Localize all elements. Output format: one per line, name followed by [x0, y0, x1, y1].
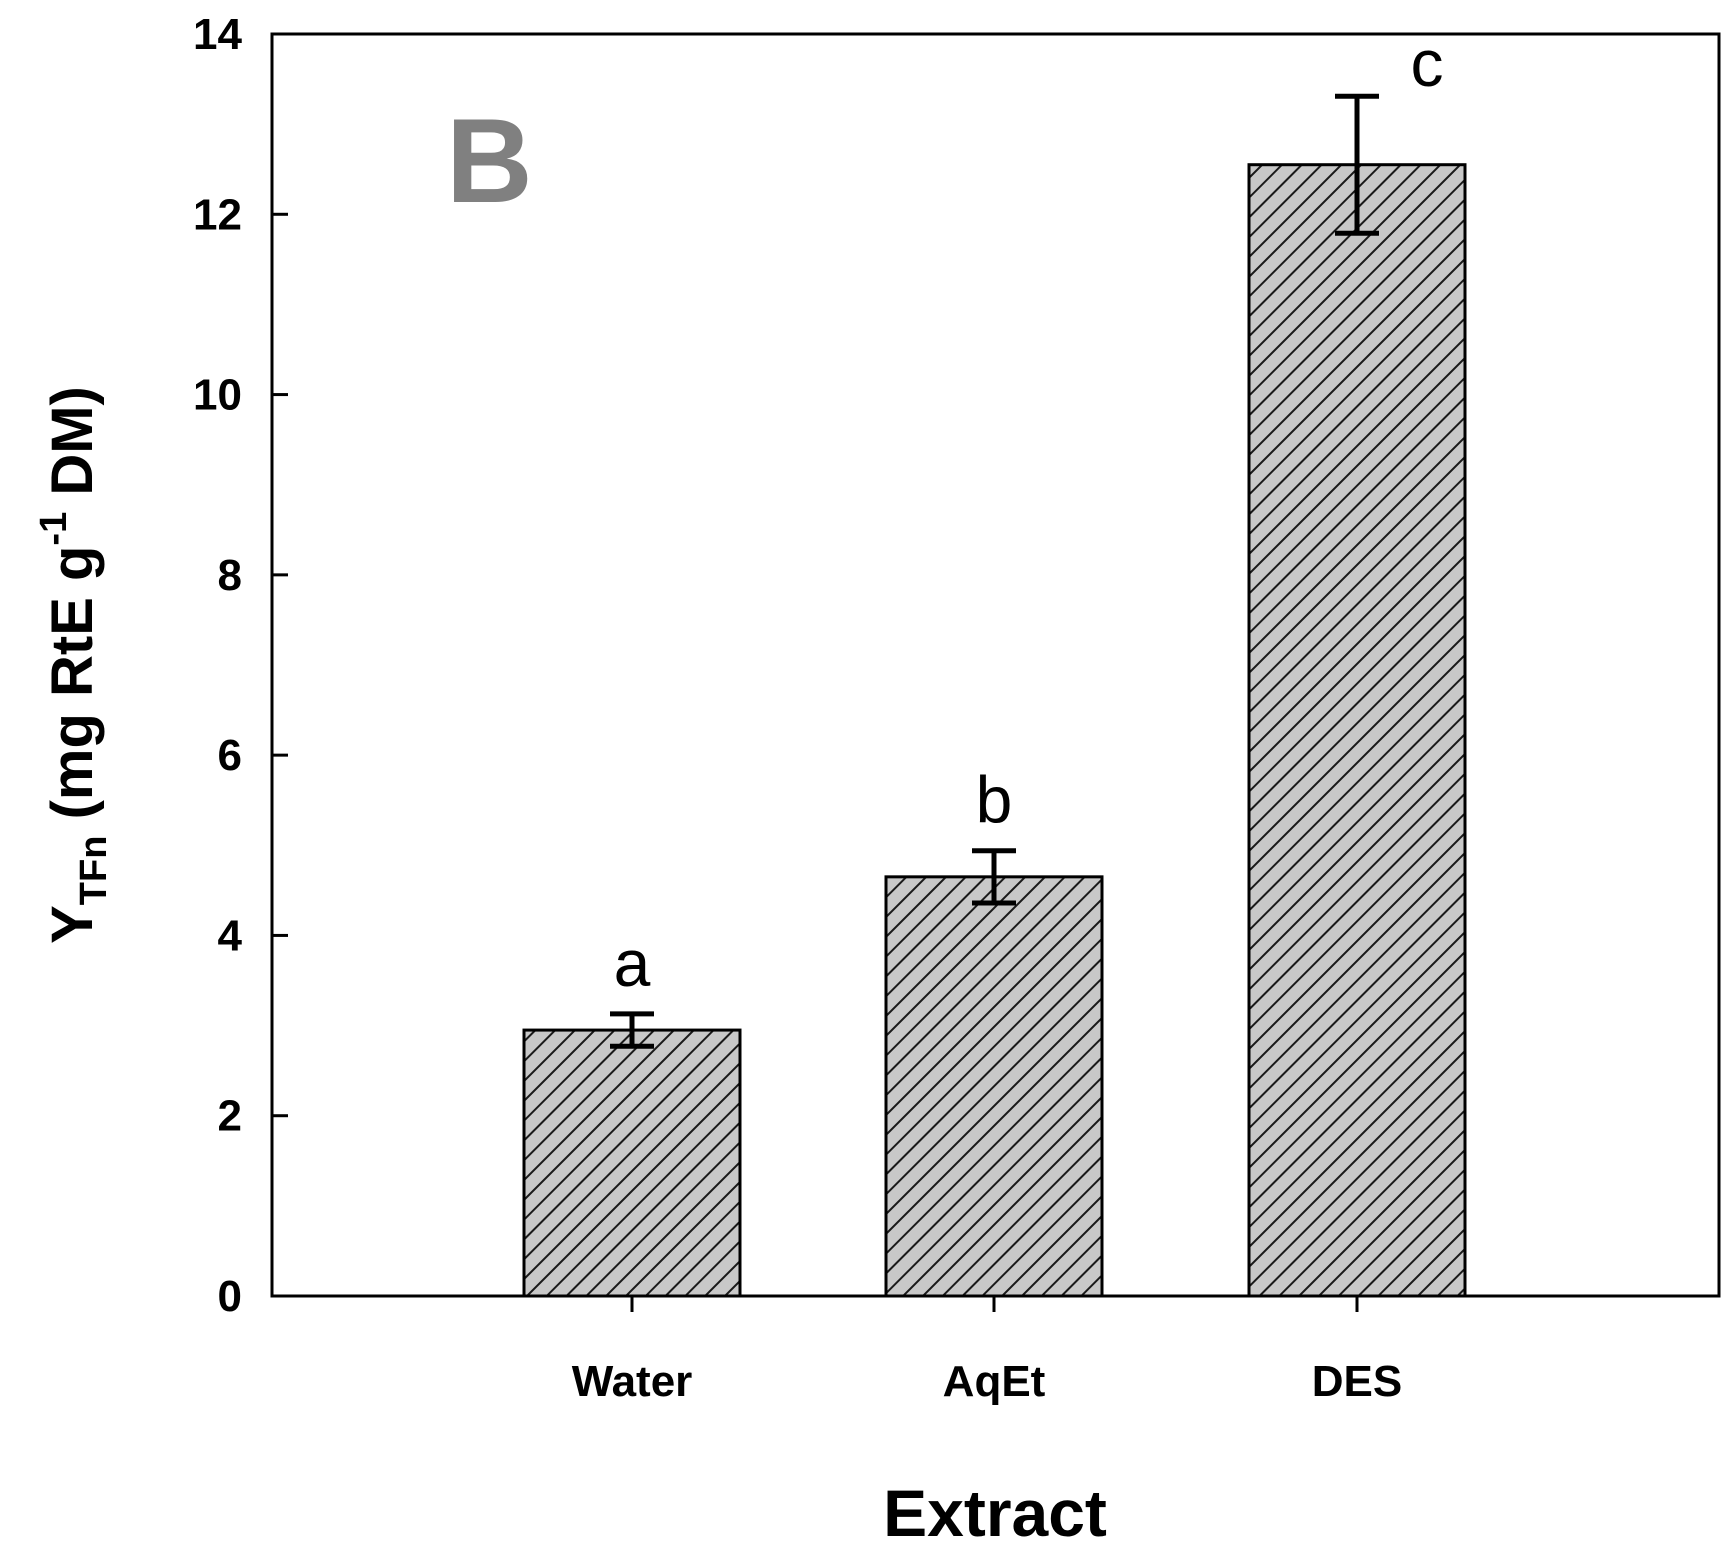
y-axis-title-subscript: TFn — [73, 836, 115, 906]
y-axis-ticks: 0 2 4 6 8 10 12 14 — [193, 10, 288, 1321]
error-bars — [610, 93, 1379, 1049]
y-tick-label: 14 — [193, 10, 242, 59]
x-tick-label-water: Water — [572, 1357, 693, 1406]
x-axis-ticks: Water AqEt DES — [572, 1296, 1402, 1406]
x-axis-title: Extract — [883, 1476, 1107, 1550]
significance-letters: a b c — [614, 26, 1444, 1000]
y-tick-label: 8 — [218, 551, 242, 600]
bar-water — [522, 1028, 742, 1298]
significance-letter-des: c — [1411, 26, 1444, 100]
significance-letter-water: a — [614, 926, 651, 1000]
bar-aqet — [884, 875, 1104, 1298]
y-axis-title: YTFn (mg RtE g-1 DM) — [33, 386, 115, 944]
y-tick-label: 12 — [193, 190, 242, 239]
y-axis-title-part1: (mg RtE g — [40, 546, 105, 836]
y-tick-label: 6 — [218, 731, 242, 780]
y-tick-label: 10 — [193, 371, 242, 420]
y-tick-label: 4 — [218, 911, 243, 960]
y-axis-title-superscript: -1 — [33, 512, 75, 546]
panel-label: B — [446, 94, 533, 228]
x-tick-label-aqet: AqEt — [943, 1357, 1046, 1406]
y-tick-label: 0 — [218, 1272, 242, 1321]
y-axis-title-part2: DM) — [40, 386, 105, 512]
bar-des — [1247, 163, 1467, 1298]
y-axis-title-main: Y — [40, 905, 105, 944]
bars — [522, 163, 1467, 1298]
x-tick-label-des: DES — [1312, 1357, 1402, 1406]
y-tick-label: 2 — [218, 1092, 242, 1141]
significance-letter-aqet: b — [976, 763, 1013, 837]
